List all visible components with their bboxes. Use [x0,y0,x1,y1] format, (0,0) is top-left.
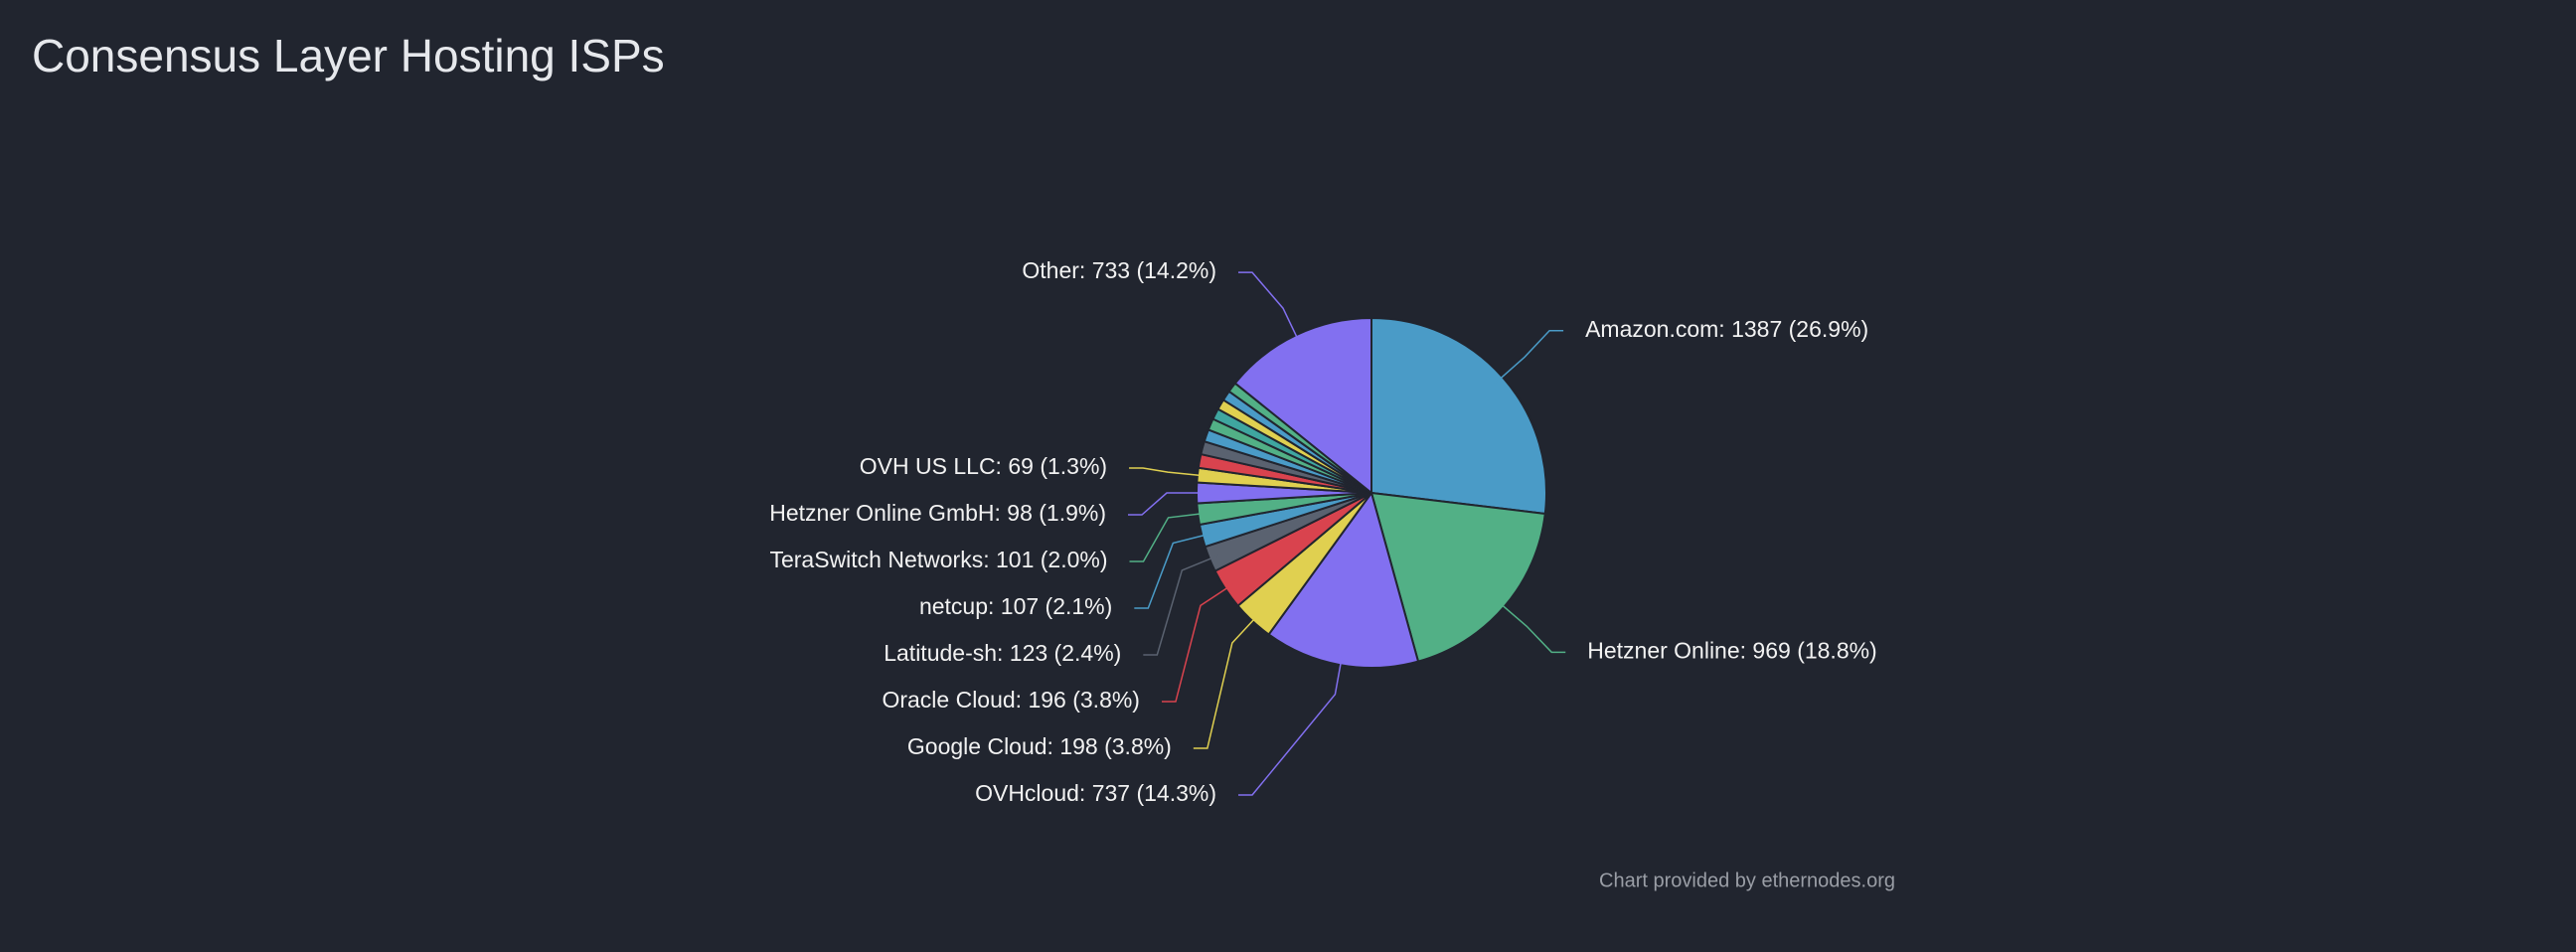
leader-line [1238,271,1301,345]
leader-line [1134,533,1212,609]
leader-line [1494,329,1564,385]
leader-line [1143,555,1219,656]
slice-label: TeraSwitch Networks: 101 (2.0%) [769,547,1107,572]
credit: Chart provided by ethernodes.org [1599,870,1895,891]
slice-label: Oracle Cloud: 196 (3.8%) [882,687,1140,713]
slice-label: Google Cloud: 198 (3.8%) [907,733,1172,759]
leader-line [1161,582,1234,703]
slice-label: Latitude-sh: 123 (2.4%) [884,640,1121,666]
slice-label: OVHcloud: 737 (14.3%) [975,780,1216,806]
leader-line [1238,655,1344,796]
leader-line [1128,492,1207,516]
leader-line [1129,467,1208,477]
slice-label: OVH US LLC: 69 (1.3%) [860,453,1107,479]
slice-label: Other: 733 (14.2%) [1022,257,1216,283]
slice-label: Amazon.com: 1387 (26.9%) [1585,316,1868,342]
pie-slice [1370,317,1548,515]
slice-label: Hetzner Online GmbH: 98 (1.9%) [769,500,1106,526]
leader-line [1129,512,1208,562]
chart-title: Consensus Layer Hosting ISPs [32,30,665,81]
leader-line [1496,599,1566,654]
slice-label: netcup: 107 (2.1%) [919,593,1112,619]
slice-label: Hetzner Online: 969 (18.8%) [1587,637,1877,663]
leader-line [1193,613,1260,749]
